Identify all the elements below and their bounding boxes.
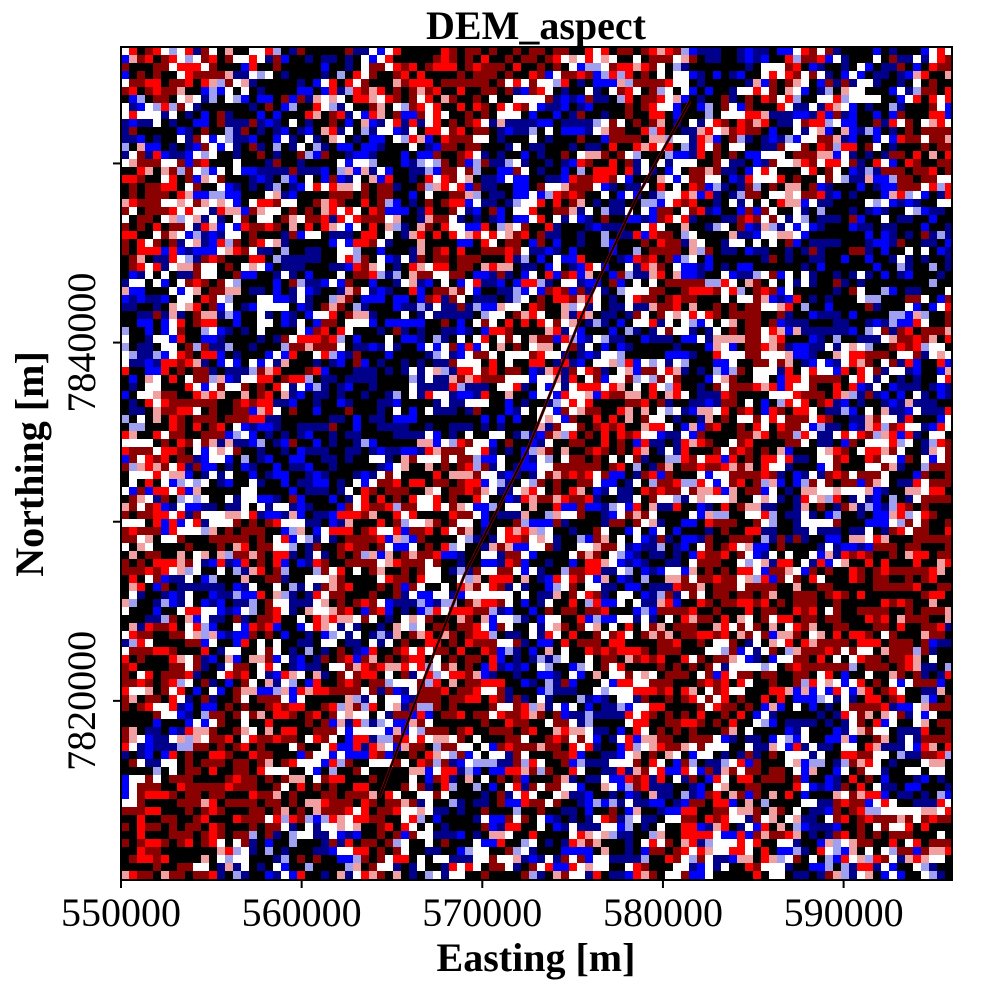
x-tick-label: 580000 bbox=[603, 890, 723, 935]
survey-line bbox=[378, 100, 691, 798]
x-tick-label: 560000 bbox=[242, 890, 362, 935]
y-tick-label: 7840000 bbox=[59, 273, 104, 413]
plot-frame bbox=[120, 46, 953, 881]
x-axis-label: Easting [m] bbox=[436, 935, 636, 980]
y-tick-label: 7820000 bbox=[59, 631, 104, 771]
aspect-raster bbox=[121, 47, 952, 880]
x-tick-label: 590000 bbox=[784, 890, 904, 935]
survey-line-overlay bbox=[377, 100, 692, 799]
map-title: DEM_aspect bbox=[426, 3, 646, 48]
x-tick-label: 570000 bbox=[422, 890, 542, 935]
y-axis-label: Northing [m] bbox=[7, 351, 52, 577]
y-axis-ticks: 7820000 7840000 bbox=[59, 162, 121, 771]
x-tick-label: 550000 bbox=[61, 890, 181, 935]
x-axis-ticks: 550000 560000 570000 580000 590000 bbox=[61, 880, 904, 935]
